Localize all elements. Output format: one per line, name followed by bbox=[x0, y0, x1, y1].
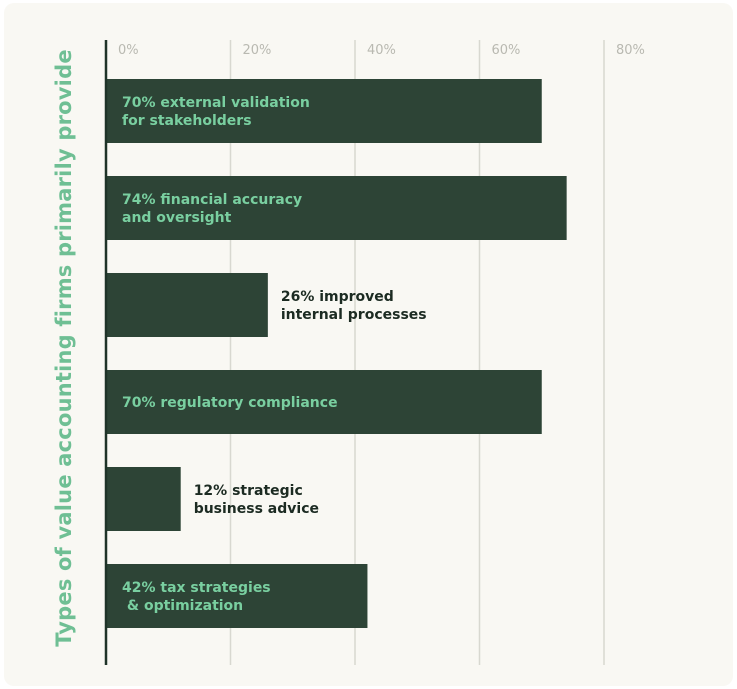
bar bbox=[106, 273, 268, 337]
bar-data-label: 26% improved bbox=[281, 289, 394, 305]
bar-data-label: business advice bbox=[194, 501, 319, 517]
x-tick-label: 60% bbox=[492, 43, 521, 58]
bar bbox=[106, 467, 181, 531]
bar-data-label: internal processes bbox=[281, 307, 427, 323]
bar-data-label: & optimization bbox=[122, 598, 243, 614]
bar bbox=[106, 176, 567, 240]
x-tick-label: 0% bbox=[118, 43, 139, 58]
bar bbox=[106, 79, 542, 143]
x-tick-label: 40% bbox=[367, 43, 396, 58]
bar-data-label: for stakeholders bbox=[122, 113, 252, 129]
bar-data-label: 42% tax strategies bbox=[122, 580, 271, 596]
bar-data-label: 12% strategic bbox=[194, 483, 303, 499]
x-tick-label: 20% bbox=[243, 43, 272, 58]
x-tick-label: 80% bbox=[616, 43, 645, 58]
bar bbox=[106, 564, 368, 628]
bar-data-label: 74% financial accuracy bbox=[122, 192, 302, 208]
bar bbox=[106, 370, 542, 434]
bar-data-label: 70% external validation bbox=[122, 95, 310, 111]
bar-data-label: 70% regulatory compliance bbox=[122, 395, 338, 411]
bar-data-label: and oversight bbox=[122, 210, 232, 226]
